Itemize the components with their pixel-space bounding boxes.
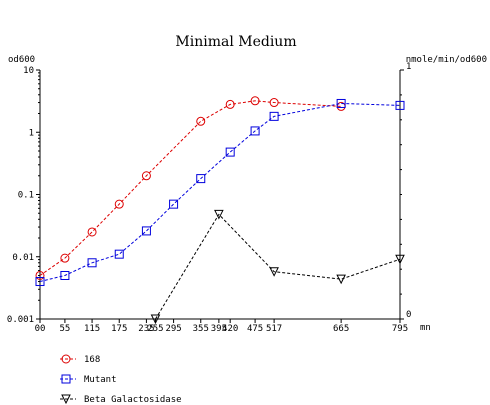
data-point xyxy=(150,314,161,325)
data-point xyxy=(196,116,206,126)
x-tick-label: 255 xyxy=(147,324,163,334)
legend-label: Mutant xyxy=(84,375,117,385)
series-line xyxy=(155,213,401,320)
legend: 168 Mutant Beta Galactosidase xyxy=(60,354,182,405)
data-point xyxy=(60,270,70,280)
data-point xyxy=(336,98,346,108)
series-0 xyxy=(35,96,346,280)
right-tick-label: 0 xyxy=(406,310,411,320)
left-tick-label: 0.1 xyxy=(18,191,34,201)
data-point xyxy=(35,270,45,280)
x-tick-label: 420 xyxy=(222,324,238,334)
chart-title: Minimal Medium xyxy=(175,34,296,50)
x-tick-label: 235 xyxy=(138,324,154,334)
data-point xyxy=(169,199,179,209)
x-tick-label: 475 xyxy=(247,324,263,334)
x-tick-label: 517 xyxy=(266,324,282,334)
x-tick-label: 55 xyxy=(59,324,70,334)
right-tick-label: 1 xyxy=(406,62,411,72)
data-point xyxy=(250,126,260,136)
legend-marker xyxy=(61,374,71,384)
legend-item: 168 xyxy=(60,354,100,365)
data-point xyxy=(225,99,235,109)
x-tick-label: 665 xyxy=(333,324,349,334)
x-tick-label: 295 xyxy=(165,324,181,334)
left-tick-label: 1 xyxy=(29,128,34,138)
left-tick-label: 10 xyxy=(23,66,34,76)
legend-marker xyxy=(61,394,71,405)
data-point xyxy=(336,274,346,285)
x-tick-label: 115 xyxy=(84,324,100,334)
series-line xyxy=(39,100,342,276)
legend-item: Mutant xyxy=(60,374,117,385)
x-tick-label: 355 xyxy=(193,324,209,334)
x-tick-label: 175 xyxy=(111,324,127,334)
left-tick-label: 0.001 xyxy=(7,315,34,325)
series-line xyxy=(39,102,401,283)
left-axis-label: od600 xyxy=(8,55,35,65)
legend-label: 168 xyxy=(84,355,100,365)
data-point xyxy=(87,258,97,268)
legend-label: Beta Galactosidase xyxy=(84,395,182,405)
data-point xyxy=(250,96,260,106)
series-1 xyxy=(35,98,405,287)
data-point xyxy=(269,98,279,108)
data-point xyxy=(225,147,235,157)
data-point xyxy=(114,199,124,209)
data-point xyxy=(269,267,279,277)
legend-item: Beta Galactosidase xyxy=(60,394,182,405)
data-point xyxy=(395,100,405,110)
data-point xyxy=(141,171,151,181)
data-point xyxy=(60,253,70,263)
right-axis-label: nmole/min/od600 xyxy=(406,55,487,65)
series-2 xyxy=(150,209,405,325)
data-point xyxy=(35,277,45,287)
data-point xyxy=(87,227,97,237)
x-axis-unit: mn xyxy=(420,323,431,333)
data-point xyxy=(395,254,405,265)
data-point xyxy=(214,209,224,220)
x-tick-label: 395 xyxy=(211,324,227,334)
data-point xyxy=(141,226,151,236)
legend-marker xyxy=(61,354,71,364)
data-point xyxy=(114,249,124,259)
x-tick-label: 795 xyxy=(392,324,408,334)
x-tick-label: 00 xyxy=(35,324,46,334)
series-layer xyxy=(35,96,405,325)
left-tick-label: 0.01 xyxy=(12,253,34,263)
data-point xyxy=(196,174,206,184)
data-point xyxy=(269,111,279,121)
